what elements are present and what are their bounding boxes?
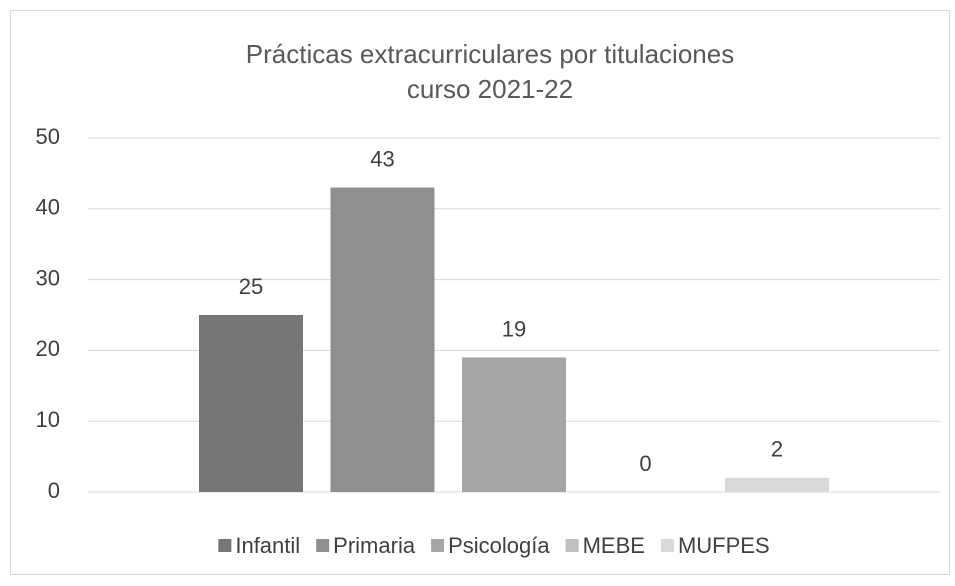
data-label: 2 <box>771 437 783 462</box>
data-label: 43 <box>370 146 394 171</box>
legend-swatch <box>660 539 674 552</box>
legend-label: MUFPES <box>678 533 770 558</box>
legend-label: MEBE <box>583 533 645 558</box>
legend-label: Infantil <box>235 533 300 558</box>
legend-swatch <box>316 539 330 552</box>
y-tick-label: 40 <box>36 195 60 220</box>
legend-label: Primaria <box>333 533 416 558</box>
legend-swatch <box>565 539 579 552</box>
legend-label: Psicología <box>448 533 550 558</box>
bar <box>199 315 303 492</box>
data-label: 0 <box>639 451 651 476</box>
y-tick-label: 20 <box>36 336 60 361</box>
y-tick-label: 50 <box>36 124 60 149</box>
data-label: 19 <box>502 316 526 341</box>
y-tick-label: 10 <box>36 407 60 432</box>
legend-swatch <box>431 539 445 552</box>
legend-swatch <box>218 539 232 552</box>
bar <box>462 357 566 492</box>
bar <box>330 187 435 492</box>
chart-title: curso 2021-22 <box>407 74 573 104</box>
bar <box>725 477 829 492</box>
chart-title: Prácticas extracurriculares por titulaci… <box>246 39 734 69</box>
data-label: 25 <box>239 274 263 299</box>
y-tick-label: 30 <box>36 265 60 290</box>
y-tick-label: 0 <box>48 478 60 503</box>
